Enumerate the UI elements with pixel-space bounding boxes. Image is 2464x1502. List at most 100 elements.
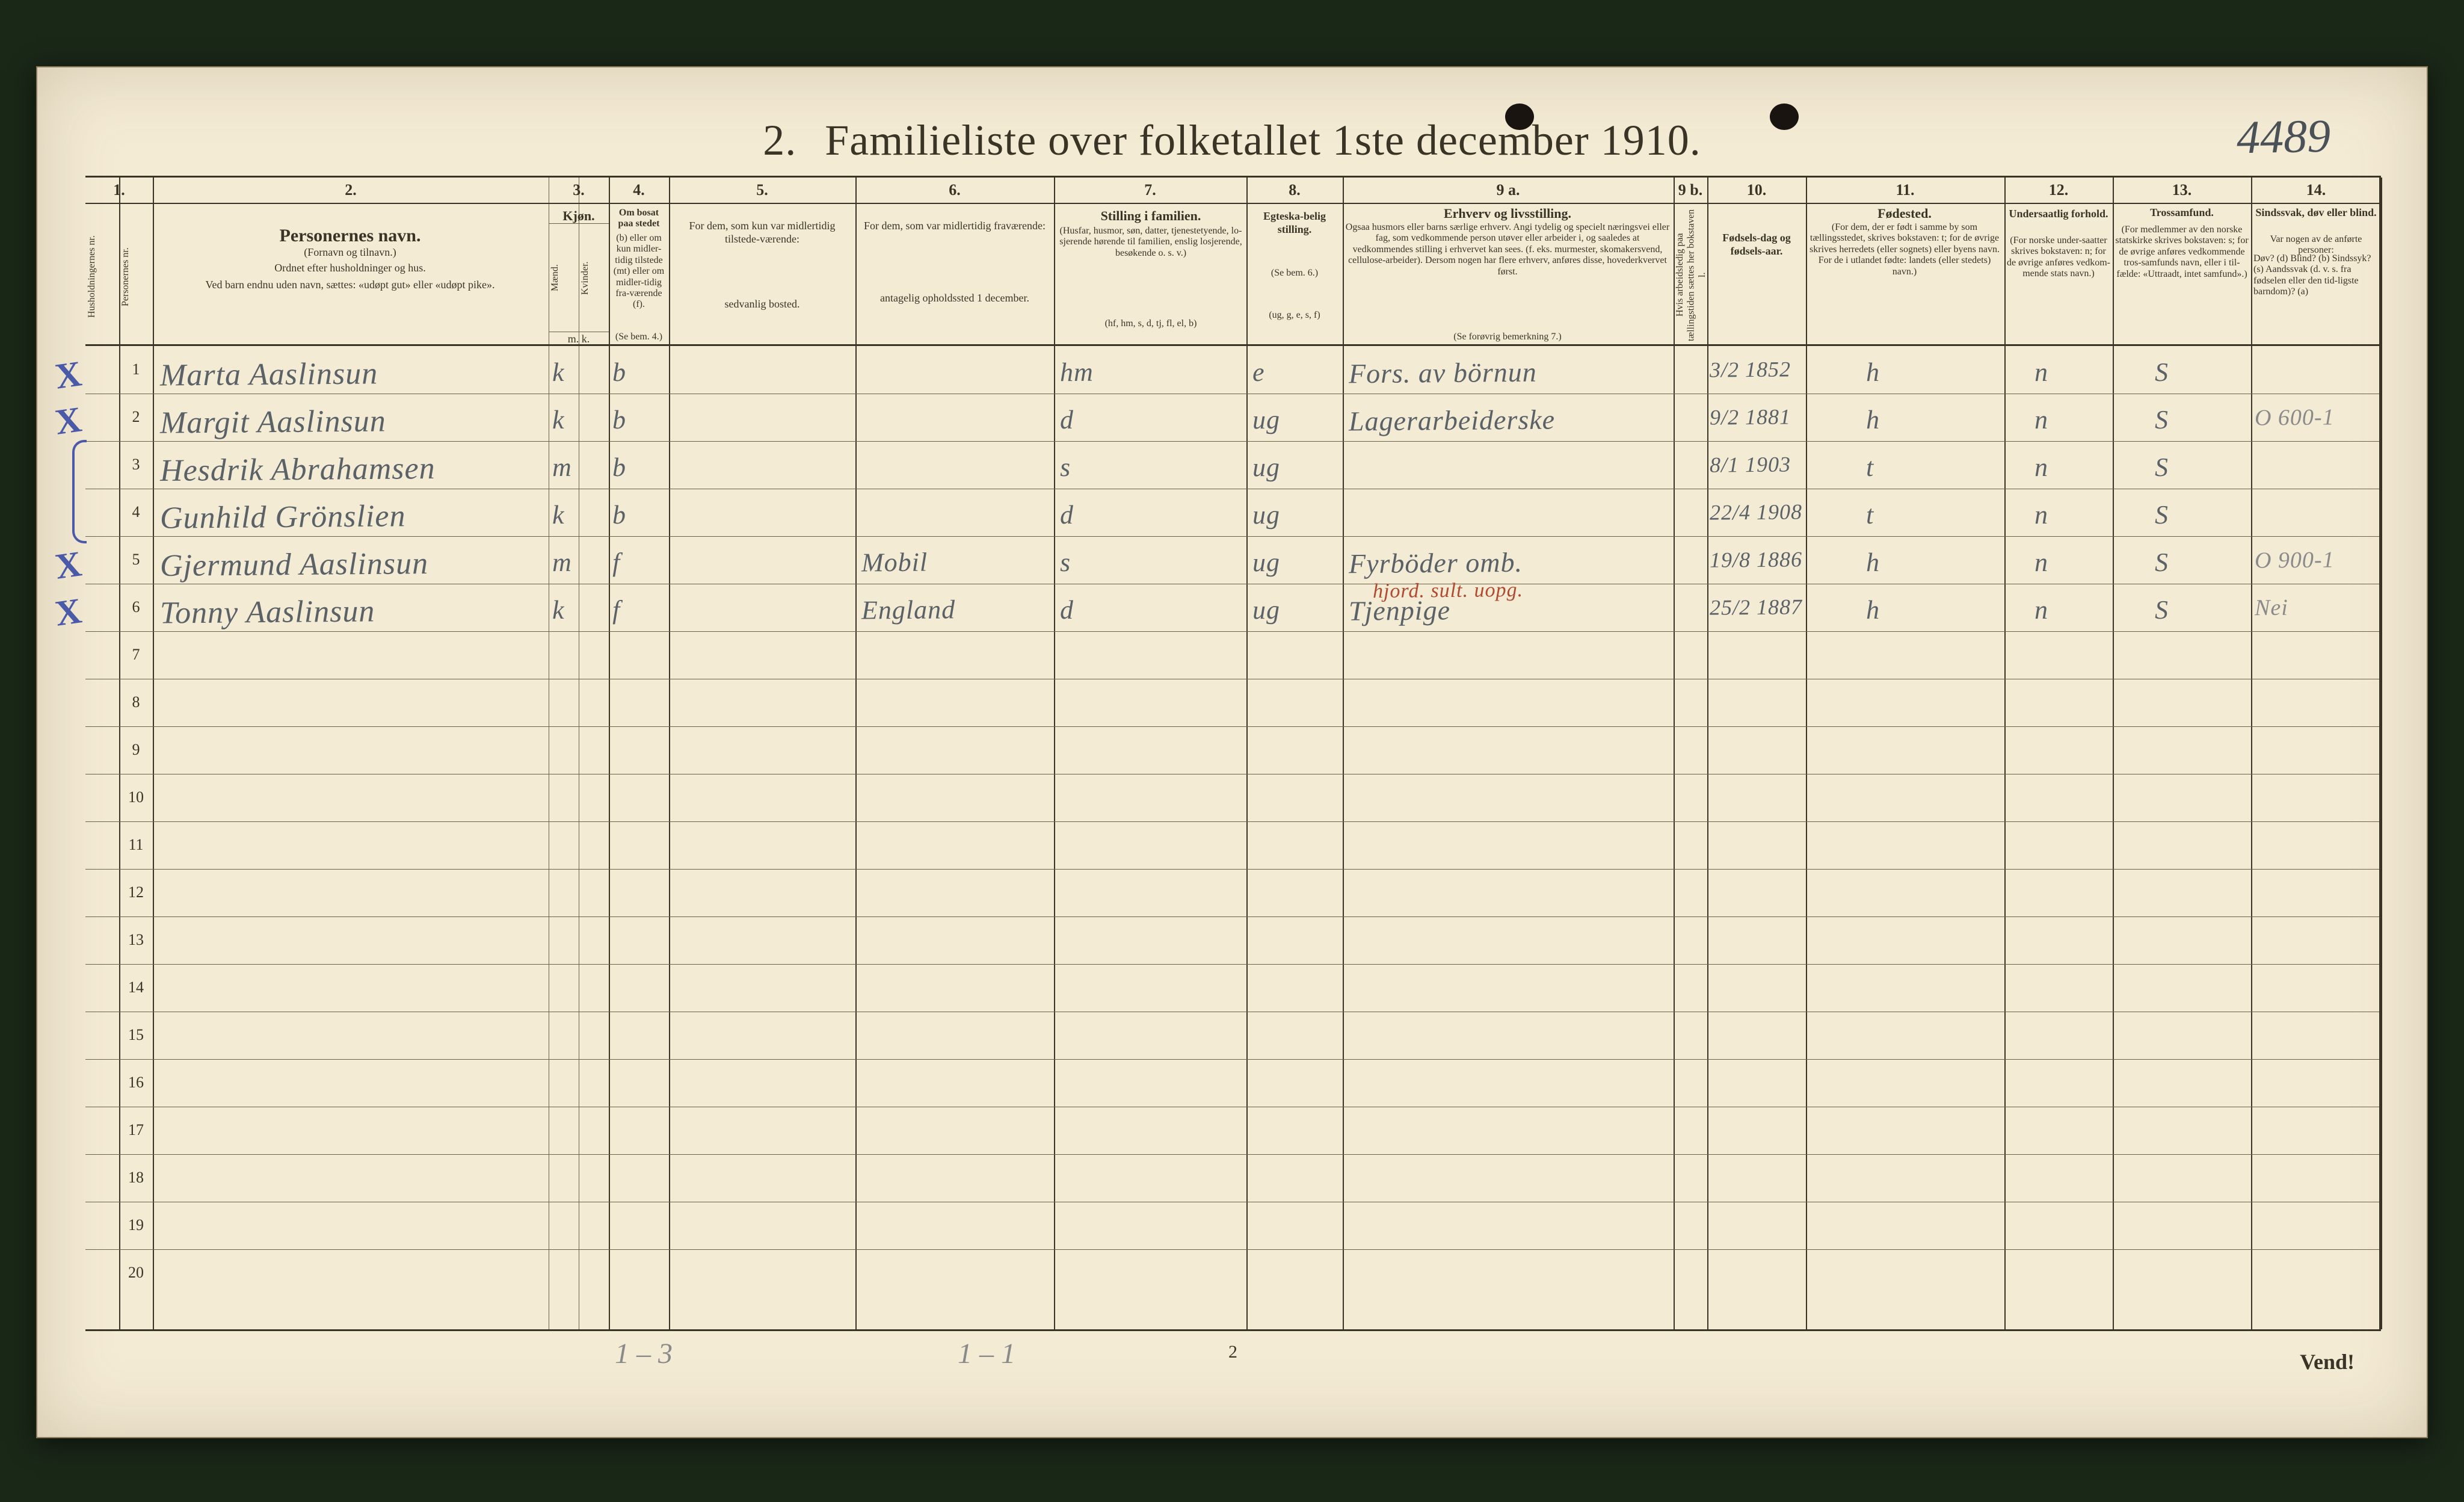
cell-c11: h (1866, 404, 1880, 435)
column-rule (1246, 178, 1248, 1329)
cell-c10: 25/2 1887 (1710, 594, 1802, 620)
cell-name: Margit Aaslinsun (160, 403, 386, 440)
footer-pencil-mid: 1 – 1 (958, 1337, 1015, 1370)
col9b-l1: Hvis arbeidsledig paa tællingstiden sætt… (1675, 208, 1706, 342)
cell-c7: d (1060, 595, 1074, 625)
row-rule (85, 821, 2379, 822)
col1-label-b: Personernes nr. (120, 214, 152, 340)
col9-l2: Ogsaa husmors eller barns særlige erhver… (1345, 222, 1670, 277)
cell-res: f (612, 547, 621, 578)
row-number: 12 (120, 883, 152, 901)
row-rule (85, 1059, 2379, 1060)
col4-l2: (b) eller om kun midler-tidig tilstede (… (611, 233, 667, 311)
col7-l1: Stilling i familien. (1058, 208, 1244, 224)
cell-c8: ug (1252, 452, 1280, 483)
cell-res: f (612, 595, 621, 625)
row-number: 2 (120, 408, 152, 426)
column-rule (609, 178, 610, 1329)
cell-c8: ug (1252, 547, 1280, 578)
column-rule (1343, 178, 1344, 1329)
row-rule (85, 1154, 2379, 1155)
col2-sub2: Ordnet efter husholdninger og hus. (158, 262, 543, 275)
cell-c12: n (2034, 595, 2048, 625)
col8-l2: (Se bem. 6.) (1249, 268, 1340, 279)
column-rule (2113, 178, 2114, 1329)
cell-c7: s (1060, 452, 1071, 483)
col13-l1: Trossamfund. (2115, 206, 2249, 220)
row-rule (85, 1249, 2379, 1250)
col9-l1: Erhverv og livsstilling. (1345, 205, 1670, 222)
row-number: 17 (120, 1121, 152, 1139)
col8-l3: (ug, g, e, s, f) (1249, 310, 1340, 321)
cell-c13: S (2155, 357, 2169, 388)
column-number: 4. (609, 181, 669, 199)
column-rule (1707, 178, 1708, 1329)
column-number: 12. (2004, 181, 2113, 199)
row-rule (85, 916, 2379, 917)
row-number: 14 (120, 978, 152, 997)
cell-c12: n (2034, 404, 2048, 435)
col13-l2: (For medlemmer av den norske statskirke … (2115, 224, 2249, 280)
column-number: 11. (1806, 181, 2004, 199)
hdr-rule (549, 223, 609, 224)
table-header: 1.2.3.4.5.6.7.8.9 a.9 b.10.11.12.13.14. … (85, 178, 2379, 346)
col11-l2: (For dem, der er født i samme by som tæl… (1808, 222, 2001, 277)
row-rule (85, 441, 2379, 442)
cell-c11: h (1866, 547, 1880, 578)
column-rule (1674, 178, 1675, 1329)
col4-l3: (Se bem. 4.) (611, 332, 667, 342)
cell-mk: k (552, 404, 565, 435)
cell-c8: e (1252, 357, 1265, 388)
cell-c14: O 600-1 (2255, 404, 2335, 431)
col5-l2: sedvanlig bosted. (675, 298, 849, 311)
cell-c8: ug (1252, 404, 1280, 435)
handwritten-ref-number: 4489 (2236, 109, 2331, 165)
cell-c13: S (2155, 404, 2169, 435)
cell-name: Hesdrik Abrahamsen (160, 451, 436, 489)
row-number: 11 (120, 836, 152, 854)
col11-l1: Fødested. (1808, 205, 2001, 222)
red-annotation: hjord. sult. uopg. (1373, 579, 1523, 603)
column-rule (855, 178, 857, 1329)
row-rule (85, 964, 2379, 965)
col5-l1: For dem, som kun var midlertidig tilsted… (675, 220, 849, 246)
cell-mk: m (552, 547, 572, 578)
row-number: 10 (120, 788, 152, 806)
cell-c9: Fors. av börnun (1349, 356, 1537, 390)
blue-x-mark: X (52, 543, 84, 587)
column-rule (1054, 178, 1055, 1329)
cell-c11: t (1866, 499, 1874, 530)
blue-x-mark: X (52, 398, 84, 443)
cell-res: b (612, 499, 626, 530)
col4-l1: Om bosat paa stedet (611, 208, 667, 230)
col7-l3: (hf, hm, s, d, tj, fl, el, b) (1058, 318, 1244, 329)
cell-mk: k (552, 499, 565, 530)
column-number: 13. (2113, 181, 2251, 199)
cell-mk: k (552, 595, 565, 625)
row-number: 1 (120, 360, 152, 379)
cell-c11: t (1866, 452, 1874, 483)
column-rule (669, 178, 670, 1329)
cell-c8: ug (1252, 595, 1280, 625)
column-number: 6. (855, 181, 1054, 199)
col14-l1: Sindssvak, døv eller blind. (2253, 206, 2379, 220)
cell-res: b (612, 452, 626, 483)
table-frame: 1.2.3.4.5.6.7.8.9 a.9 b.10.11.12.13.14. … (85, 176, 2381, 1331)
col12-l1: Undersaatlig forhold. (2007, 208, 2110, 221)
column-number: 8. (1246, 181, 1343, 199)
cell-name: Marta Aaslinsun (160, 356, 378, 393)
cell-c6: England (861, 594, 956, 625)
row-number: 20 (120, 1264, 152, 1282)
page-title: 2. Familieliste over folketallet 1ste de… (37, 116, 2427, 165)
column-rule (2251, 178, 2252, 1329)
row-number: 16 (120, 1074, 152, 1092)
cell-c13: S (2155, 452, 2169, 483)
blue-x-mark: X (52, 590, 84, 634)
col12-l2: (For norske under-saatter skrives boksta… (2007, 235, 2110, 280)
cell-c12: n (2034, 452, 2048, 483)
col8-l1: Egteska-belig stilling. (1249, 210, 1340, 236)
col2-sub3: Ved barn endnu uden navn, sættes: «udøpt… (158, 279, 543, 292)
cell-c14: Nei (2255, 595, 2288, 621)
col2-title: Personernes navn. (158, 224, 543, 247)
column-number: 9 b. (1674, 181, 1707, 199)
